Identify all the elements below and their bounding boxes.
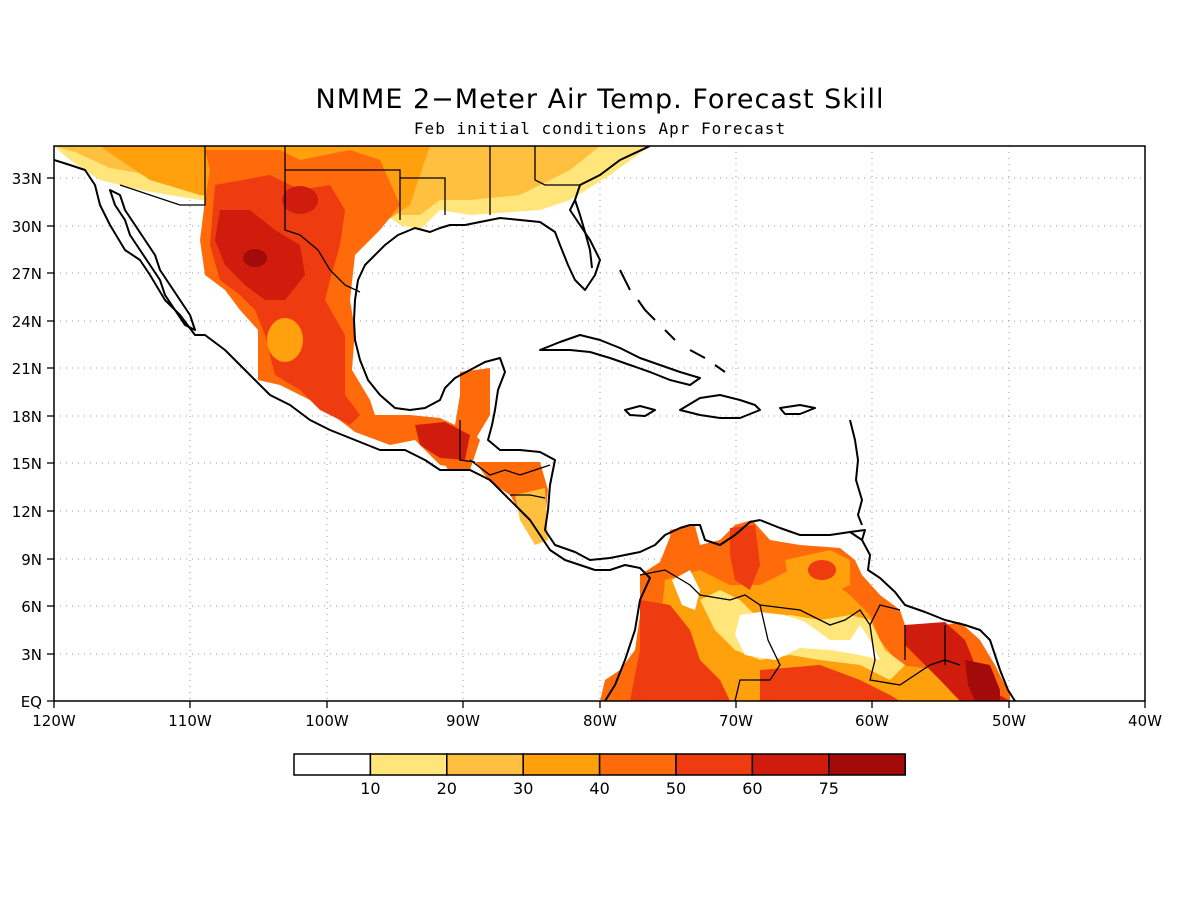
colorbar-swatch: [293, 753, 372, 776]
colorbar-label: 75: [819, 779, 839, 798]
chart-subtitle: Feb initial conditions Apr Forecast: [413, 119, 787, 138]
chart-title: NMME 2−Meter Air Temp. Forecast Skill: [315, 84, 885, 115]
skill-region-amapa: [965, 660, 1000, 701]
y-tick-label: 6N: [21, 598, 42, 616]
y-tick-label: 9N: [21, 551, 42, 569]
colorbar-label: 10: [360, 779, 380, 798]
x-tick-label: 70W: [719, 712, 753, 730]
x-tick-label: 40W: [1128, 712, 1162, 730]
y-axis-labels: EQ 3N 6N 9N 12N 15N 18N 21N 24N 27N 30N …: [12, 170, 42, 711]
x-tick-label: 110W: [168, 712, 212, 730]
y-tick-label: 27N: [12, 265, 42, 283]
colorbar-swatch: [751, 753, 830, 776]
colorbar-label: 20: [437, 779, 457, 798]
x-tick-label: 80W: [583, 712, 617, 730]
tick-marks: [47, 177, 1146, 708]
skill-region-venezuela: [730, 525, 760, 590]
colorbar-swatch: [598, 753, 677, 776]
y-tick-label: 21N: [12, 360, 42, 378]
y-tick-label: 24N: [12, 313, 42, 331]
y-tick-label: 15N: [12, 455, 42, 473]
x-tick-label: 120W: [32, 712, 76, 730]
skill-region-guatemala: [415, 422, 470, 460]
borders: [119, 146, 961, 701]
skill-spot-patch2: [282, 186, 318, 214]
colorbar-label: 40: [589, 779, 609, 798]
colorbar-swatch: [369, 753, 448, 776]
skill-shading: [54, 146, 1010, 701]
coastlines: [54, 146, 1016, 701]
skill-region-sa-red-east: [760, 665, 900, 701]
skill-region-colombia-north: [670, 525, 695, 565]
x-axis-labels: 120W 110W 100W 90W 80W 70W 60W 50W 40W: [32, 712, 1162, 730]
colorbar-label: 50: [666, 779, 686, 798]
x-tick-label: 50W: [992, 712, 1026, 730]
y-tick-label: EQ: [21, 693, 42, 711]
skill-spot-ve: [808, 560, 836, 580]
y-tick-label: 33N: [12, 170, 42, 188]
skill-spot-patch: [267, 318, 303, 362]
colorbar-swatch: [675, 753, 754, 776]
colorbar-label: 60: [742, 779, 762, 798]
skill-region-sa-white2: [672, 570, 700, 610]
skill-region-sa-red-west: [630, 600, 730, 701]
colorbar: 10 20 30 40 50 60 75: [293, 753, 906, 798]
x-tick-label: 100W: [305, 712, 349, 730]
y-tick-label: 30N: [12, 218, 42, 236]
skill-region-nicaragua: [515, 488, 548, 545]
x-tick-label: 60W: [855, 712, 889, 730]
skill-spot-peak: [243, 249, 267, 267]
y-tick-label: 18N: [12, 408, 42, 426]
colorbar-swatch: [828, 753, 906, 776]
x-tick-label: 90W: [446, 712, 480, 730]
colorbar-swatch: [522, 753, 601, 776]
y-tick-label: 3N: [21, 646, 42, 664]
colorbar-swatch: [446, 753, 524, 776]
colorbar-label: 30: [513, 779, 533, 798]
y-tick-label: 12N: [12, 503, 42, 521]
